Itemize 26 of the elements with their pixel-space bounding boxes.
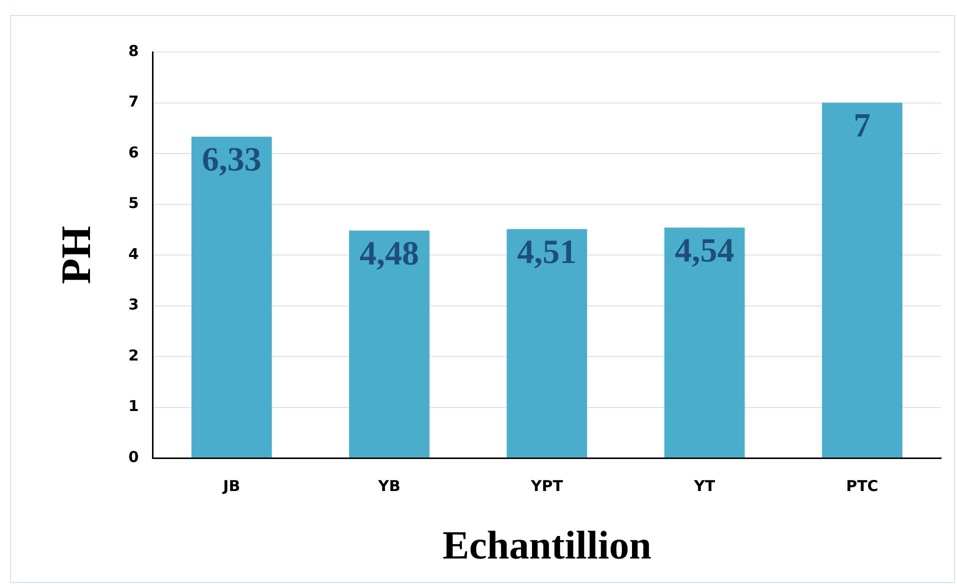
y-tick-label: 6	[128, 143, 139, 162]
bar	[664, 228, 745, 458]
y-axis-title: PH	[54, 226, 100, 284]
y-tick-label: 5	[128, 194, 139, 212]
x-tick-label: YT	[693, 476, 716, 495]
x-axis-title: Echantillion	[442, 522, 652, 568]
bar	[506, 229, 588, 458]
y-tick-label: 1	[128, 397, 139, 416]
y-tick-label: 4	[128, 244, 139, 263]
y-tick-label: 0	[128, 448, 139, 466]
x-tick-label: YPT	[530, 476, 564, 495]
data-label: 6,33	[202, 142, 262, 179]
x-tick-label: JB	[222, 476, 240, 495]
y-tick-label: 7	[128, 92, 139, 111]
y-tick-label: 3	[128, 296, 139, 314]
x-tick-label: PTC	[846, 476, 878, 495]
data-label: 4,48	[360, 235, 420, 272]
bar	[349, 230, 430, 458]
y-tick-label: 8	[128, 42, 139, 60]
bar	[822, 102, 902, 458]
y-tick-label: 2	[128, 346, 139, 364]
data-label: 7	[854, 108, 871, 145]
data-label: 4,54	[674, 232, 734, 270]
data-label: 4,51	[517, 234, 577, 271]
x-tick-label: YB	[377, 476, 400, 495]
bar	[191, 136, 272, 458]
